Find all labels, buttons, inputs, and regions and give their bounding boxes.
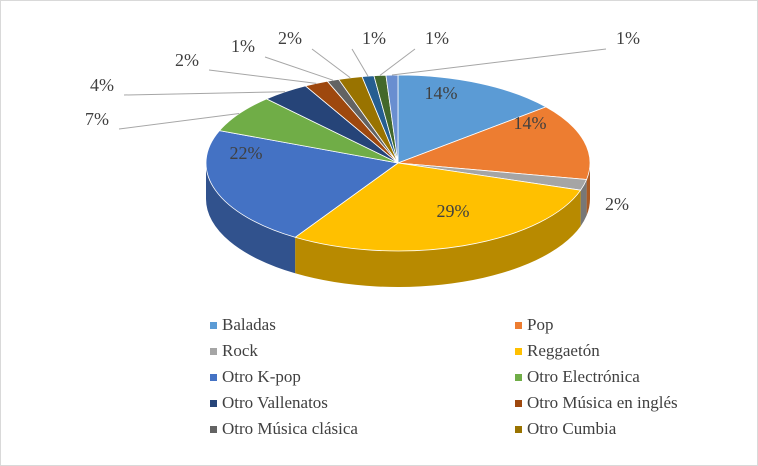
leader-line — [379, 48, 416, 76]
data-label: 14% — [425, 83, 458, 103]
leader-line — [208, 69, 317, 84]
legend-label: Otro Música en inglés — [527, 393, 678, 412]
legend-label: Rock — [222, 341, 258, 360]
legend-swatch — [515, 426, 522, 433]
data-label: 2% — [278, 28, 302, 48]
legend-swatch — [515, 322, 522, 329]
data-label: 22% — [230, 143, 263, 163]
legend-swatch — [210, 400, 217, 407]
leader-line — [391, 48, 607, 76]
legend-label: Otro Vallenatos — [222, 393, 328, 412]
data-label: 1% — [362, 28, 386, 48]
data-label: 4% — [90, 75, 114, 95]
slice — [294, 162, 582, 252]
data-label: 2% — [605, 194, 629, 214]
leader-line — [264, 56, 334, 81]
data-label: 1% — [425, 28, 449, 48]
slice — [397, 106, 591, 180]
slice — [397, 74, 547, 164]
slice-side — [295, 190, 581, 287]
legend-swatch — [210, 322, 217, 329]
legend-swatch — [515, 400, 522, 407]
data-label: 7% — [85, 109, 109, 129]
legend-label: Baladas — [222, 315, 276, 334]
leader-line — [123, 91, 286, 96]
legend-swatch — [515, 374, 522, 381]
legend-swatch — [210, 374, 217, 381]
legend-label: Otro Cumbia — [527, 419, 617, 438]
slice-side — [586, 163, 590, 216]
legend-label: Otro K-pop — [222, 367, 301, 386]
leader-line — [311, 48, 351, 79]
data-label: 14% — [514, 113, 547, 133]
legend-label: Otro Música clásica — [222, 419, 358, 438]
data-label: 1% — [616, 28, 640, 48]
legend-label: Pop — [527, 315, 553, 334]
slice — [385, 74, 399, 164]
legend-label: Otro Electrónica — [527, 367, 640, 386]
legend-swatch — [515, 348, 522, 355]
data-label: 2% — [175, 50, 199, 70]
slice — [205, 130, 399, 238]
legend-label: Reggaetón — [527, 341, 600, 360]
legend-swatch — [210, 348, 217, 355]
leader-line — [118, 113, 240, 130]
leader-line — [351, 48, 369, 77]
legend-swatch — [210, 426, 217, 433]
slice-side — [580, 179, 587, 227]
data-label: 29% — [437, 201, 470, 221]
slice-side — [206, 163, 296, 274]
data-label: 1% — [231, 36, 255, 56]
